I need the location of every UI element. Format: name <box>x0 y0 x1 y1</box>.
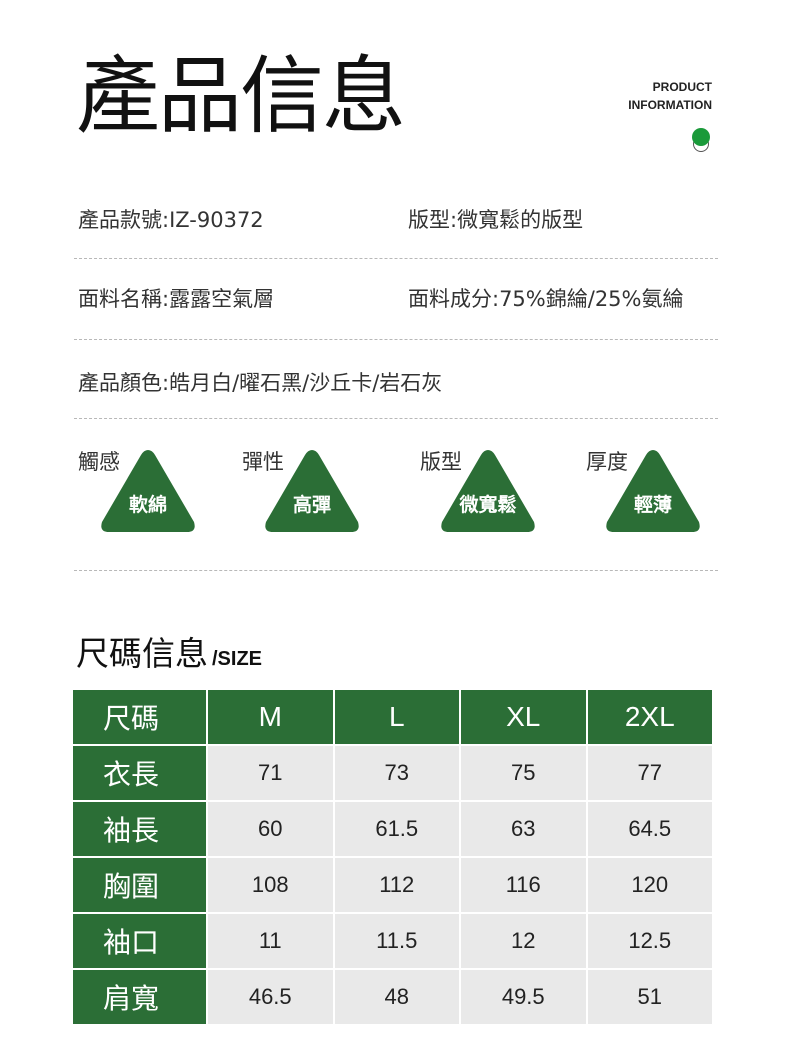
row-label: 胸圍 <box>73 858 206 912</box>
feature-value-thickness: 輕薄 <box>633 494 672 516</box>
feature-badge-thickness: 輕薄 <box>603 444 703 536</box>
table-cell: 116 <box>461 858 586 912</box>
row-label: 袖長 <box>73 802 206 856</box>
table-cell: 60 <box>208 802 333 856</box>
table-row: 袖口 11 11.5 12 12.5 <box>73 914 712 968</box>
size-section-title: 尺碼信息/SIZE <box>76 632 262 681</box>
product-colors: 產品顏色:皓月白/曜石黑/沙丘卡/岩石灰 <box>78 371 443 395</box>
size-table: 尺碼 M L XL 2XL 衣長 71 73 75 77 袖長 60 61.5 … <box>71 688 714 1026</box>
triangle-icon <box>606 450 700 532</box>
table-cell: 71 <box>208 746 333 800</box>
table-row: 衣長 71 73 75 77 <box>73 746 712 800</box>
fit-type: 版型:微寬鬆的版型 <box>408 208 584 232</box>
table-cell: 49.5 <box>461 970 586 1024</box>
table-cell: 46.5 <box>208 970 333 1024</box>
size-header-2xl: 2XL <box>587 690 712 744</box>
table-cell: 12.5 <box>587 914 712 968</box>
feature-label-thickness: 厚度 <box>586 450 628 474</box>
size-title-en: /SIZE <box>212 648 263 670</box>
divider <box>74 258 718 259</box>
product-information-label: PRODUCT INFORMATION <box>628 78 712 114</box>
product-en-line2: INFORMATION <box>628 98 712 112</box>
row-label: 衣長 <box>73 746 206 800</box>
size-header-xl: XL <box>461 690 586 744</box>
feature-value-fit: 微寬鬆 <box>459 494 517 516</box>
table-row: 袖長 60 61.5 63 64.5 <box>73 802 712 856</box>
triangle-icon <box>441 450 535 532</box>
feature-label-touch: 觸感 <box>78 450 120 474</box>
table-cell: 75 <box>461 746 586 800</box>
size-header-l: L <box>334 690 459 744</box>
table-cell: 112 <box>334 858 459 912</box>
product-en-line1: PRODUCT <box>652 80 712 94</box>
feature-badge-touch: 軟綿 <box>98 444 198 536</box>
triangle-icon <box>265 450 359 532</box>
size-header-row: 尺碼 M L XL 2XL <box>73 690 712 744</box>
table-cell: 61.5 <box>334 802 459 856</box>
green-dot-icon <box>691 128 711 154</box>
table-row: 胸圍 108 112 116 120 <box>73 858 712 912</box>
table-cell: 120 <box>587 858 712 912</box>
feature-label-fit: 版型 <box>420 450 462 474</box>
table-cell: 108 <box>208 858 333 912</box>
feature-badge-fit: 微寬鬆 <box>438 444 538 536</box>
style-number: 產品款號:IZ-90372 <box>78 208 264 232</box>
feature-value-elasticity: 高彈 <box>292 494 331 516</box>
table-cell: 11.5 <box>334 914 459 968</box>
table-cell: 73 <box>334 746 459 800</box>
fabric-name: 面料名稱:露露空氣層 <box>78 287 275 311</box>
table-cell: 12 <box>461 914 586 968</box>
divider <box>74 418 718 419</box>
table-cell: 64.5 <box>587 802 712 856</box>
size-header-m: M <box>208 690 333 744</box>
table-row: 肩寬 46.5 48 49.5 51 <box>73 970 712 1024</box>
table-cell: 11 <box>208 914 333 968</box>
feature-value-touch: 軟綿 <box>128 494 167 516</box>
size-header-label: 尺碼 <box>73 690 206 744</box>
table-cell: 63 <box>461 802 586 856</box>
feature-label-elasticity: 彈性 <box>242 450 284 474</box>
divider <box>74 339 718 340</box>
feature-badge-elasticity: 高彈 <box>262 444 362 536</box>
divider <box>74 570 718 571</box>
table-cell: 77 <box>587 746 712 800</box>
triangle-icon <box>101 450 195 532</box>
size-title-cn: 尺碼信息 <box>76 634 208 673</box>
row-label: 袖口 <box>73 914 206 968</box>
table-cell: 51 <box>587 970 712 1024</box>
fabric-composition: 面料成分:75%錦綸/25%氨綸 <box>408 287 684 311</box>
page-title: 產品信息 <box>76 47 406 145</box>
row-label: 肩寬 <box>73 970 206 1024</box>
table-cell: 48 <box>334 970 459 1024</box>
